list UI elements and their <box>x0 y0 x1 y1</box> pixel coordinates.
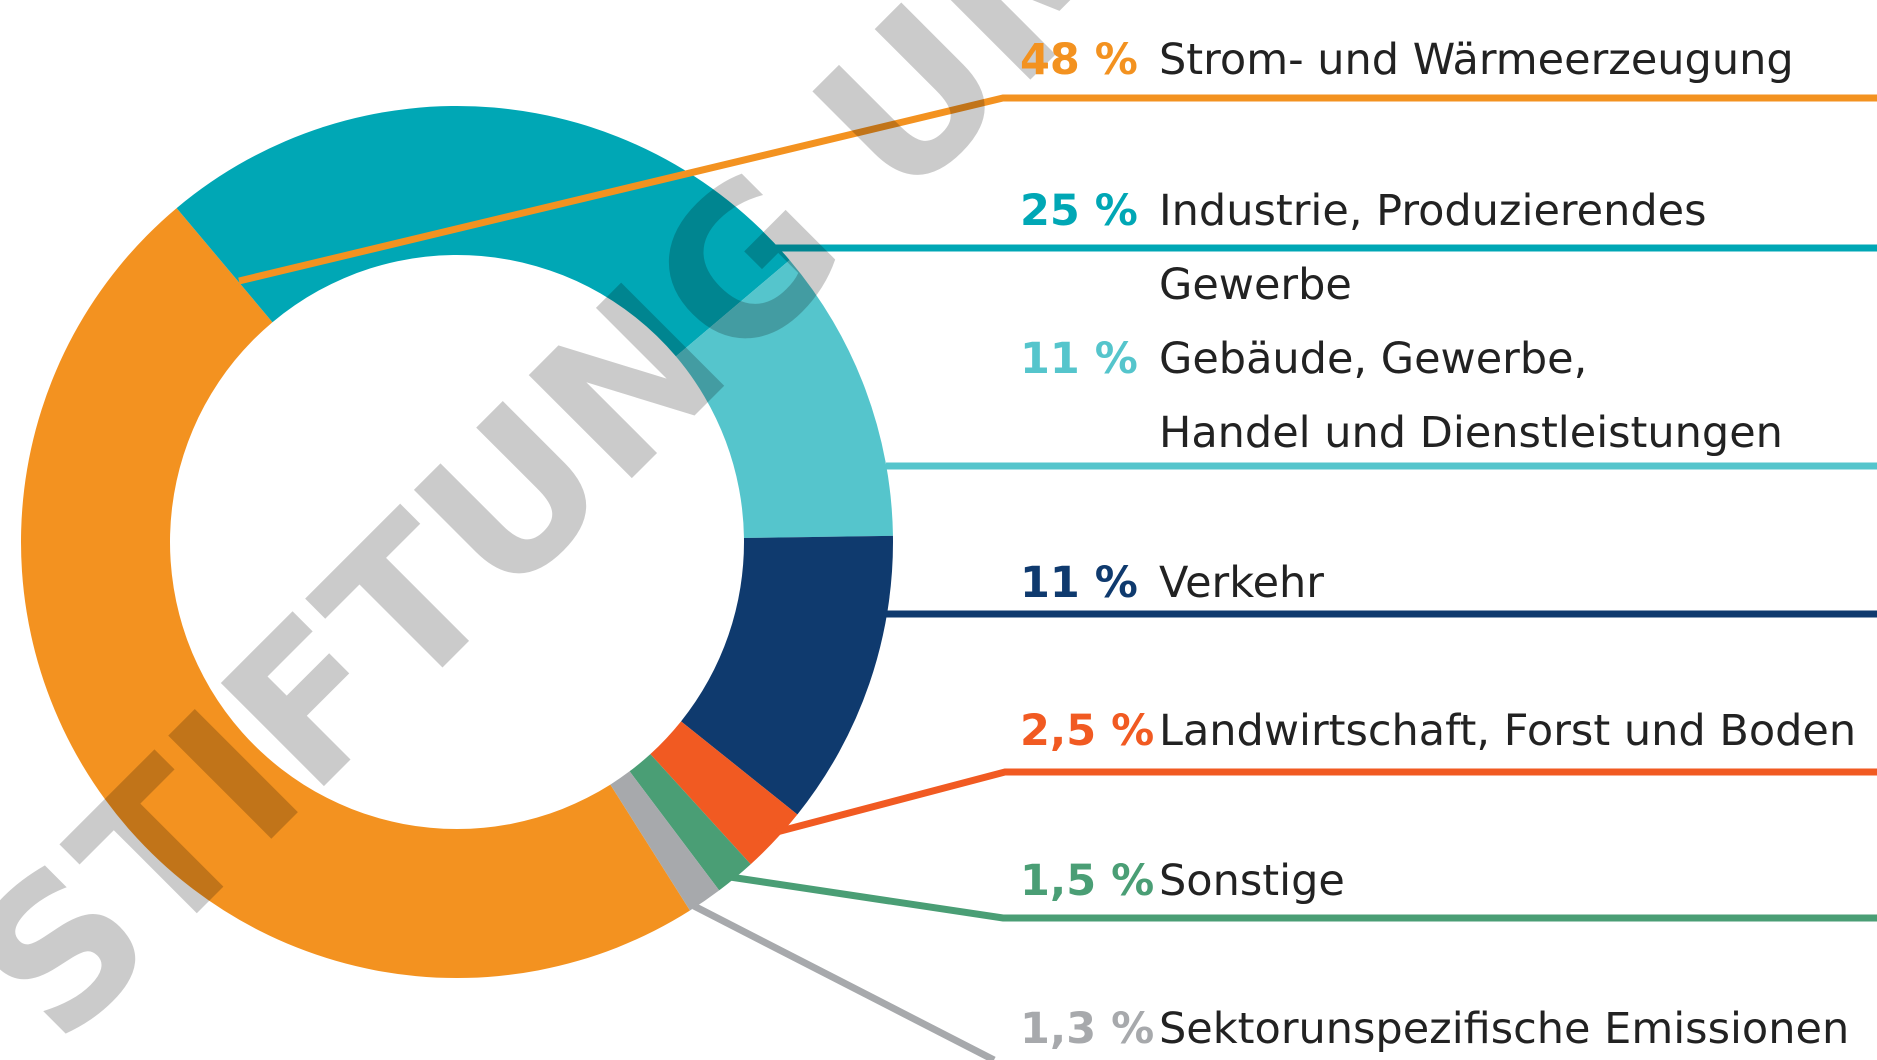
value-label: 48 % <box>1020 35 1138 85</box>
value-label: 11 % <box>1020 558 1138 608</box>
leader-line <box>692 902 996 1060</box>
value-label: 11 % <box>1020 334 1138 384</box>
donut-segment <box>176 105 790 357</box>
value-label: 1,3 % <box>1020 1004 1155 1054</box>
value-label: 1,5 % <box>1020 856 1155 906</box>
donut-segment <box>650 721 798 865</box>
category-label: Industrie, Produzierendes Gewerbe <box>1159 186 1707 310</box>
leader-line <box>238 94 1877 285</box>
value-label: 25 % <box>1020 186 1138 236</box>
donut-segment <box>610 771 720 911</box>
category-label: Landwirtschaft, Forst und Boden <box>1159 706 1857 756</box>
donut-segment <box>681 535 893 815</box>
category-label: Verkehr <box>1159 558 1324 608</box>
donut-segment <box>629 754 751 891</box>
donut-segment <box>21 208 690 978</box>
leader-line <box>729 873 1877 922</box>
donut-segment <box>675 260 893 538</box>
leader-line <box>753 768 1877 842</box>
category-label: Sonstige <box>1159 856 1345 906</box>
category-label: Sektorunspezifische Emissionen <box>1159 1004 1850 1054</box>
category-label: Strom- und Wärmeerzeugung <box>1159 35 1794 85</box>
value-label: 2,5 % <box>1020 706 1155 756</box>
category-label: Gebäude, Gewerbe, Handel und Dienstleist… <box>1159 334 1783 458</box>
